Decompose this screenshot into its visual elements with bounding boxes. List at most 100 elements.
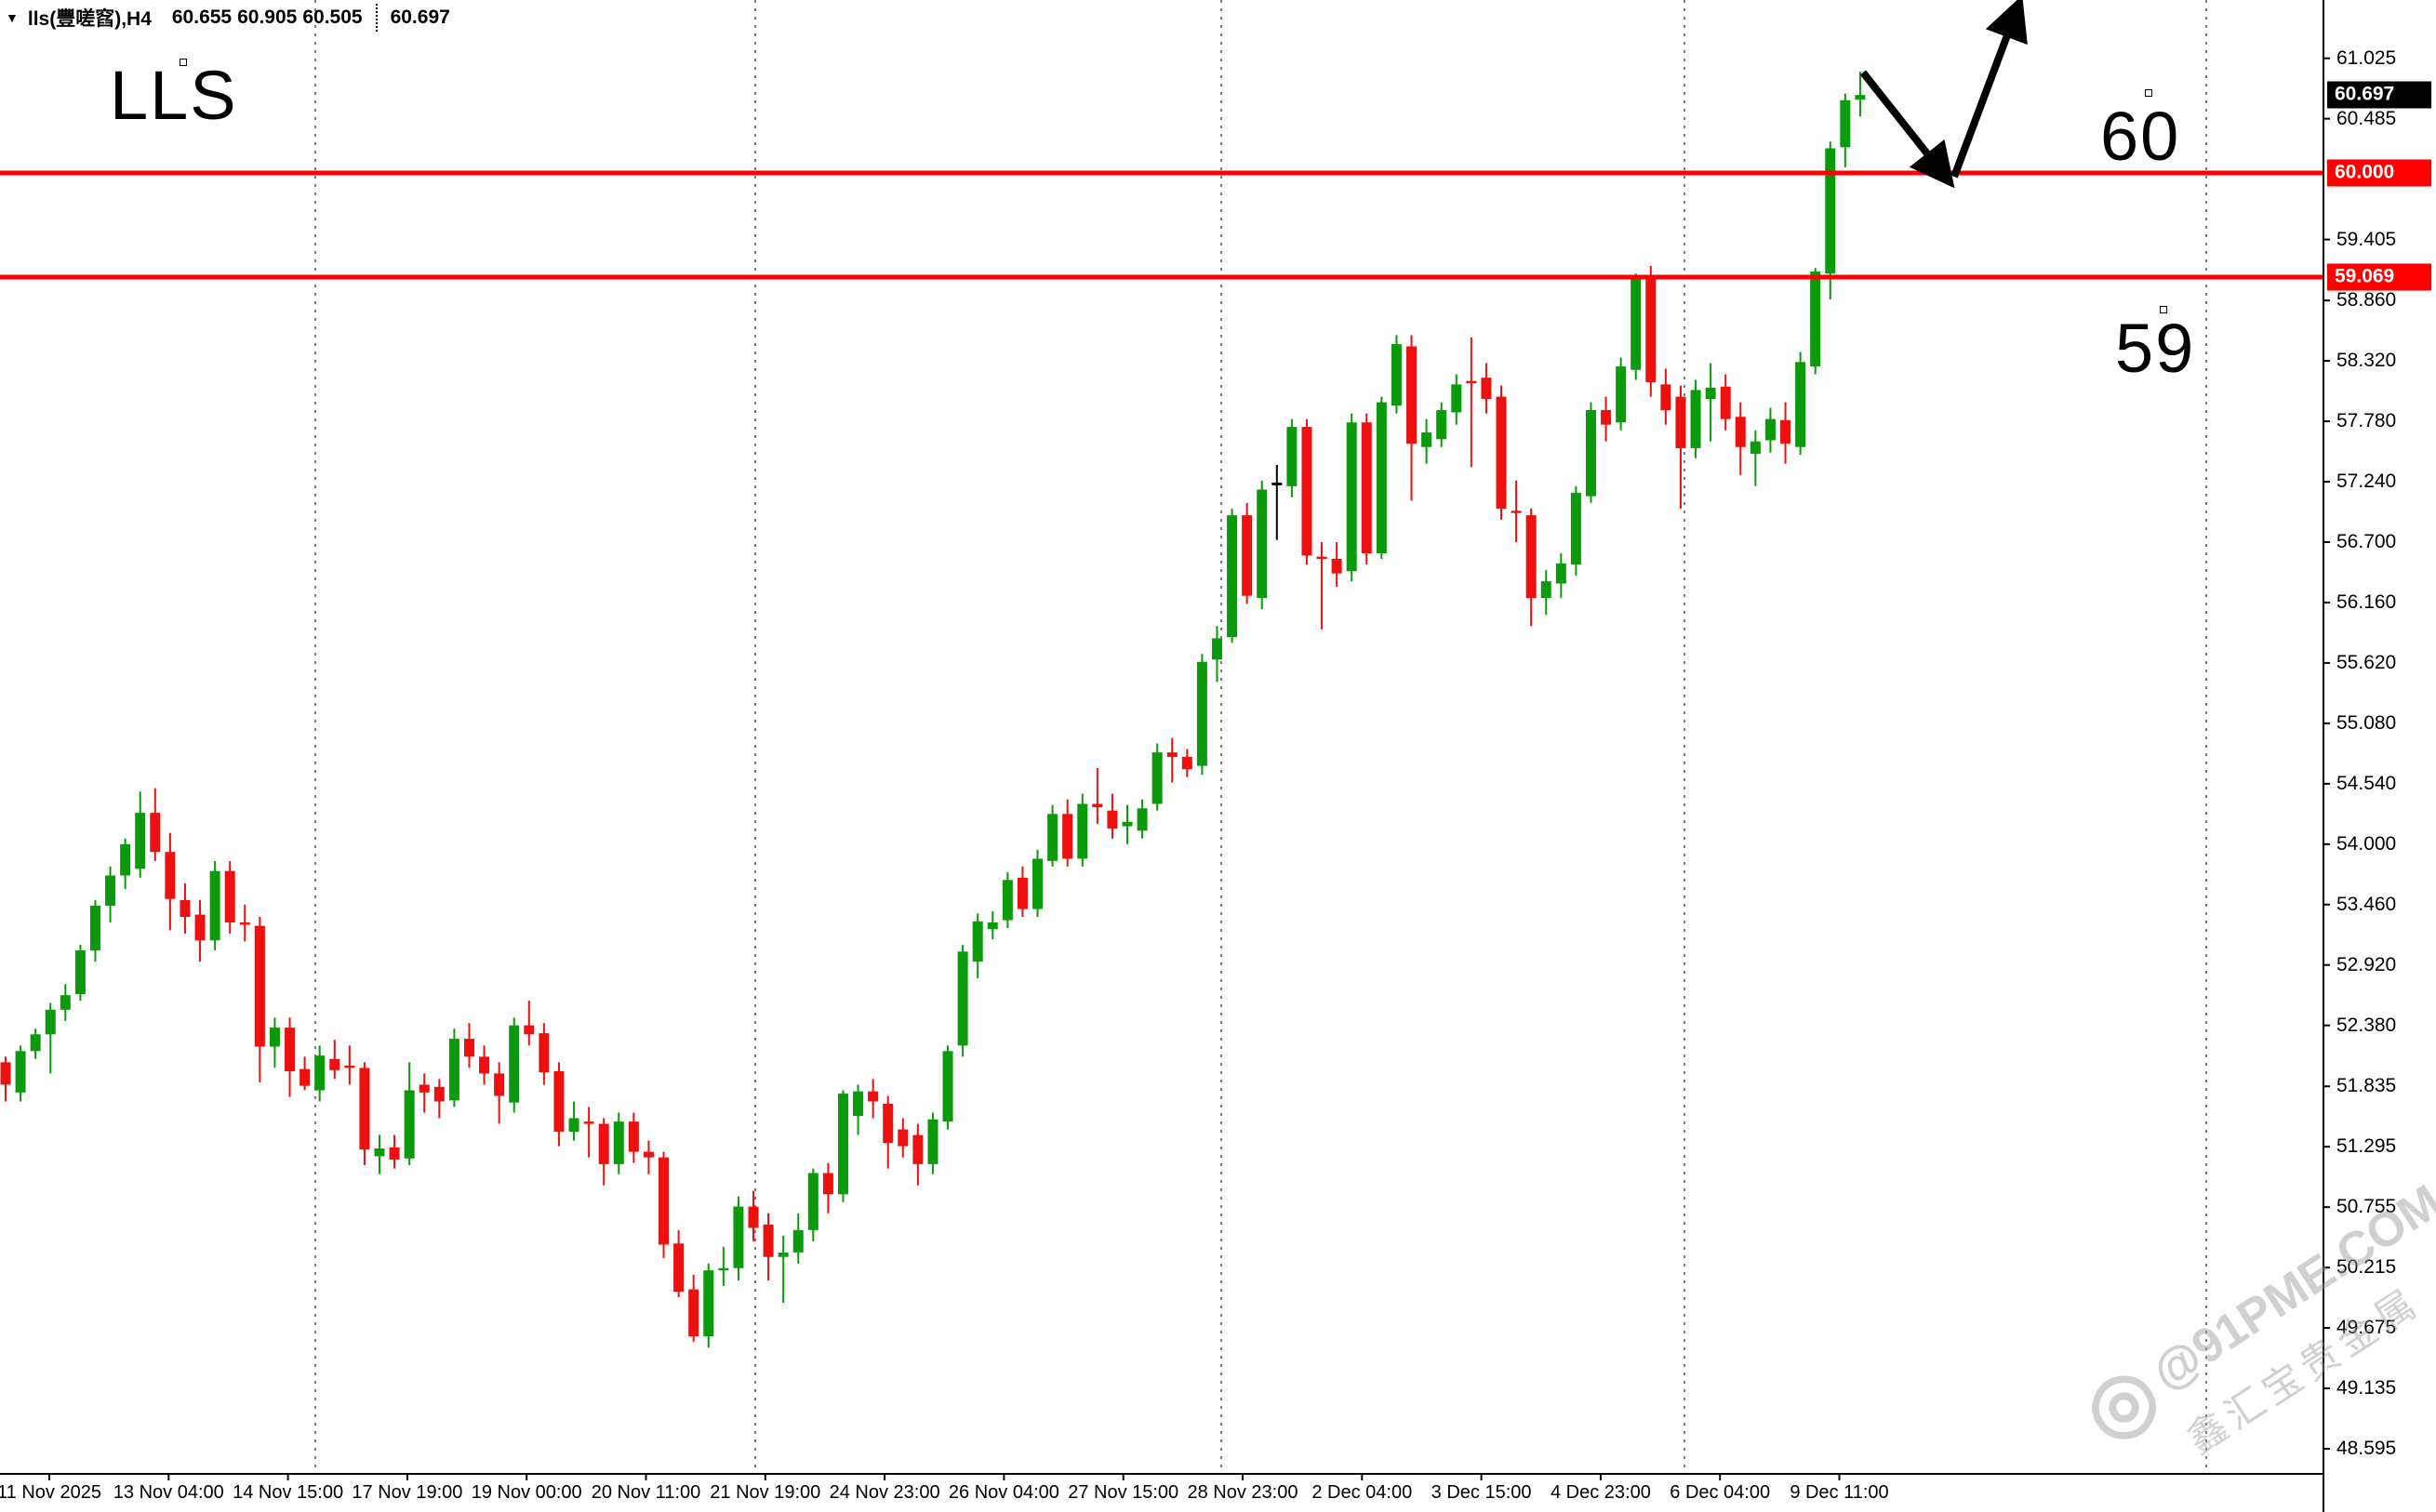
candle-body [1720,386,1731,419]
time-tick-label: 14 Nov 15:00 [233,1482,344,1503]
candle-body [433,1086,445,1102]
candle-body [389,1147,400,1161]
candle-body [883,1103,894,1144]
chevron-down-icon: ▼ [6,10,19,25]
price-tick-label: 61.025 [2336,46,2397,69]
candle-body [1675,396,1686,448]
time-tick-label: 3 Dec 15:00 [1431,1482,1532,1503]
candle-body [300,1068,311,1086]
object-anchor-dot [2160,306,2167,313]
time-tick-label: 4 Dec 23:00 [1550,1482,1651,1503]
candle-body [553,1071,565,1132]
candle-body [1002,880,1013,921]
candle-body [1406,346,1418,444]
candle-body [1750,441,1761,454]
candle-body [733,1206,744,1268]
candle-body [150,813,161,853]
candle-body [1780,419,1791,444]
candle-body [1077,803,1088,859]
candle-body [1855,95,1866,100]
candle-body [1705,387,1716,400]
lls-annotation[interactable]: LLS [110,57,238,134]
candle-body [1286,427,1298,486]
time-tick-label: 11 Nov 2025 [0,1482,101,1503]
candle-body [1196,661,1207,766]
candle-body [419,1084,430,1093]
title-separator [375,4,378,32]
candle-body [359,1068,370,1150]
ohlc-high: 60.905 [237,7,298,28]
candle-body [1361,422,1372,554]
price-tick-label: 55.080 [2336,711,2397,734]
price-axis[interactable]: 61.025 60.485 59.405 58.860 58.320 57.780 57.2… [2323,0,2436,1512]
price-tick-label: 53.460 [2336,893,2397,915]
time-axis[interactable]: 11 Nov 2025 13 Nov 04:00 14 Nov 15:00 17 No… [0,1475,2436,1512]
candle-body [329,1058,340,1070]
candle-body [972,921,983,962]
object-anchor-dot [2145,89,2152,97]
candle-body [613,1121,624,1164]
time-tick-label: 13 Nov 04:00 [113,1482,224,1503]
candle-body [494,1073,505,1096]
candle-body [1825,148,1836,274]
price-tick-label: 55.620 [2336,651,2397,673]
candle-body [643,1151,654,1158]
candle-body [1540,581,1551,599]
candle-body [60,995,71,1010]
candle-body [1631,279,1642,370]
candle-body [1227,515,1238,638]
candle-body [524,1025,535,1035]
candle-body [957,951,968,1046]
candle-body [1645,279,1657,382]
candle-body [688,1289,699,1337]
candle-body [1436,410,1447,440]
candle-body [463,1039,474,1057]
candle-body [987,922,998,930]
time-tick-label: 28 Nov 23:00 [1187,1482,1298,1503]
trend-arrow [1950,0,2028,179]
time-tick-label: 27 Nov 15:00 [1068,1482,1179,1503]
time-tick-label: 20 Nov 11:00 [591,1482,701,1503]
candle-body [1122,821,1133,827]
candle-body [822,1173,833,1195]
level-60-annotation[interactable]: 60 [2100,98,2181,175]
candle-body [239,922,250,925]
candle-body [1481,378,1492,400]
level-60-badge: 60.000 [2327,159,2431,187]
price-tick-label: 57.780 [2336,410,2397,432]
candle-body [1242,515,1253,596]
candle-body [539,1033,550,1073]
candle-body [853,1091,864,1117]
level-59-annotation[interactable]: 59 [2115,310,2196,387]
candle-body [1331,559,1342,574]
candle-body [194,914,206,941]
candle-body [1511,511,1522,513]
candle-body [1391,344,1402,406]
price-tick-label: 51.835 [2336,1075,2397,1097]
candle-body [703,1270,714,1337]
candle-body [1525,515,1537,599]
candle-body [792,1229,804,1253]
candle-body [1690,390,1701,448]
candle-body [1451,384,1462,413]
price-tick-label: 58.320 [2336,350,2397,372]
candle-body [209,870,220,941]
candle-body [1092,803,1103,808]
candle-body [1017,877,1028,909]
candle-body [224,870,235,923]
candle-body [0,1062,11,1085]
candle-body [135,813,146,869]
time-tick-label: 9 Dec 11:00 [1790,1482,1889,1503]
time-tick-label: 26 Nov 04:00 [948,1482,1059,1503]
price-tick-label: 50.215 [2336,1256,2397,1279]
candle-body [509,1025,520,1103]
candle-body [1570,493,1581,565]
price-tick-label: 56.700 [2336,531,2397,552]
candle-body [344,1065,355,1068]
price-tick-label: 57.240 [2336,471,2397,492]
candle-body [1421,432,1432,447]
candle-body [1211,638,1222,660]
current-price-badge: 60.697 [2327,81,2431,109]
